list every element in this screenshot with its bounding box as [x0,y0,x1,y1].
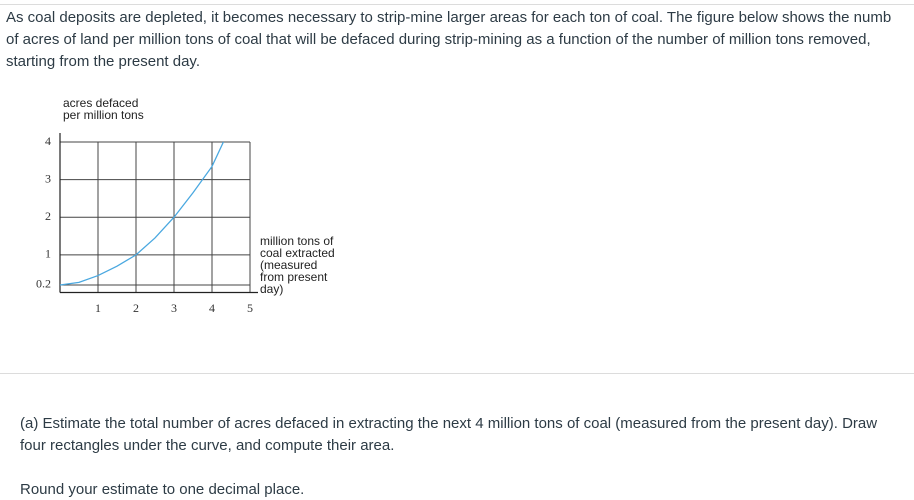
part-a-line: four rectangles under the curve, and com… [20,437,395,454]
intro-line: starting from the present day. [6,53,200,70]
x-axis-label: from present [260,270,328,284]
intro-line: As coal deposits are depleted, it become… [6,9,892,26]
top-border [0,4,914,5]
x-axis-label: million tons of [260,234,334,248]
curve [59,141,224,286]
part-a-line: (a) Estimate the total number of acres d… [20,415,878,432]
x-tick-label: 1 [95,301,101,315]
y-tick-label: 2 [45,209,51,223]
y-axis-label: acres defaced [63,96,138,110]
instruction: Round your estimate to one decimal place… [20,481,305,498]
x-tick-label: 5 [247,301,253,315]
x-axis-label: coal extracted [260,246,335,260]
x-tick-label: 2 [133,301,139,315]
x-tick-label: 3 [171,301,177,315]
intro-line: of acres of land per million tons of coa… [6,31,871,48]
separator [0,373,914,374]
y-tick-label: 0.2 [36,277,51,291]
x-axis-label: day) [260,282,283,296]
y-tick-label: 3 [45,171,51,185]
x-tick-label: 4 [209,301,215,315]
y-axis-label: per million tons [63,108,144,122]
x-axis-label: (measured [260,258,317,272]
y-tick-label: 4 [45,134,51,148]
y-tick-label: 1 [45,247,51,261]
